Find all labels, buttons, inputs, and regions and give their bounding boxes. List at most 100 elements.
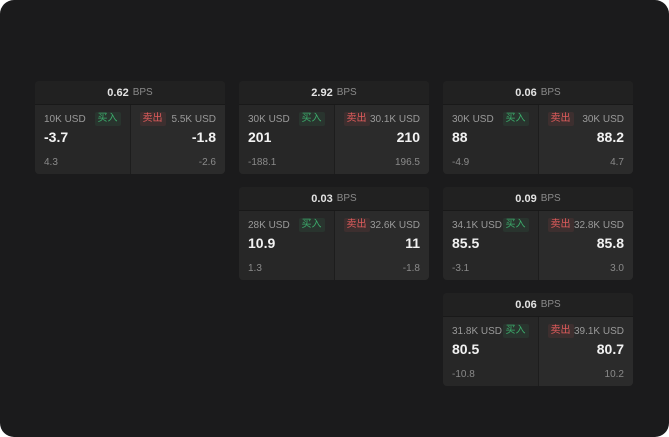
sell-delta: 10.2 <box>604 369 624 380</box>
buy-side[interactable]: 34.1K USD 买入 85.5 -3.1 <box>443 211 538 280</box>
buy-amount: 30K USD <box>248 113 290 125</box>
sell-amount: 32.6K USD <box>369 219 420 231</box>
card-body: 28K USD 买入 10.9 1.3 卖出 32.6K USD 11 -1.8 <box>239 211 429 280</box>
buy-side-top: 34.1K USD 买入 <box>452 218 529 232</box>
sell-tag[interactable]: 卖出 <box>547 112 574 126</box>
buy-side[interactable]: 30K USD 买入 88 -4.9 <box>443 105 538 174</box>
buy-side[interactable]: 30K USD 买入 201 -188.1 <box>239 105 334 174</box>
bps-value: 0.06 <box>515 86 537 99</box>
buy-delta: -188.1 <box>248 157 277 168</box>
card-header: 0.03 BPS <box>239 187 429 211</box>
sell-price: 210 <box>396 129 420 145</box>
buy-delta: 1.3 <box>248 263 262 274</box>
sell-tag[interactable]: 卖出 <box>343 112 370 126</box>
buy-tag[interactable]: 买入 <box>502 112 529 126</box>
sell-side-top: 卖出 5.5K USD <box>139 112 216 126</box>
bps-label: BPS <box>132 87 153 98</box>
buy-tag[interactable]: 买入 <box>502 218 529 232</box>
buy-tag[interactable]: 买入 <box>502 324 529 338</box>
buy-side-top: 30K USD 买入 <box>452 112 529 126</box>
sell-side[interactable]: 卖出 30.1K USD 210 196.5 <box>333 105 429 174</box>
bps-label: BPS <box>336 193 357 204</box>
buy-side-top: 10K USD 买入 <box>44 112 121 126</box>
sell-amount: 5.5K USD <box>171 113 216 125</box>
buy-price: 88 <box>452 129 468 145</box>
buy-tag[interactable]: 买入 <box>94 112 121 126</box>
bps-value: 0.03 <box>311 192 333 205</box>
quote-card: 0.06 BPS 31.8K USD 买入 80.5 -10.8 卖出 39.1… <box>443 293 633 386</box>
sell-side-top: 卖出 32.8K USD <box>547 218 624 232</box>
buy-tag[interactable]: 买入 <box>298 112 325 126</box>
buy-price: 80.5 <box>452 341 480 357</box>
buy-amount: 10K USD <box>44 113 86 125</box>
buy-amount: 31.8K USD <box>452 325 503 337</box>
sell-side[interactable]: 卖出 30K USD 88.2 4.7 <box>537 105 633 174</box>
quote-card: 0.09 BPS 34.1K USD 买入 85.5 -3.1 卖出 32.8K… <box>443 187 633 280</box>
sell-amount: 32.8K USD <box>573 219 624 231</box>
sell-price: 85.8 <box>596 235 624 251</box>
quote-card: 2.92 BPS 30K USD 买入 201 -188.1 卖出 30.1K … <box>239 81 429 174</box>
buy-side-top: 31.8K USD 买入 <box>452 324 529 338</box>
card-header: 0.06 BPS <box>443 293 633 317</box>
bps-value: 0.06 <box>515 298 537 311</box>
sell-price: 11 <box>405 235 420 251</box>
buy-price: 85.5 <box>452 235 480 251</box>
sell-delta: 196.5 <box>394 157 420 168</box>
card-header: 0.06 BPS <box>443 81 633 105</box>
sell-side-top: 卖出 32.6K USD <box>343 218 420 232</box>
buy-side[interactable]: 28K USD 买入 10.9 1.3 <box>239 211 334 280</box>
sell-side[interactable]: 卖出 32.8K USD 85.8 3.0 <box>537 211 633 280</box>
buy-amount: 30K USD <box>452 113 494 125</box>
sell-amount: 39.1K USD <box>573 325 624 337</box>
card-body: 34.1K USD 买入 85.5 -3.1 卖出 32.8K USD 85.8… <box>443 211 633 280</box>
buy-delta: 4.3 <box>44 157 58 168</box>
sell-price: 88.2 <box>596 129 624 145</box>
buy-delta: -3.1 <box>452 263 470 274</box>
buy-price: -3.7 <box>44 129 69 145</box>
buy-price: 201 <box>248 129 272 145</box>
sell-price: -1.8 <box>191 129 216 145</box>
bps-label: BPS <box>540 299 561 310</box>
sell-tag[interactable]: 卖出 <box>547 324 574 338</box>
sell-amount: 30.1K USD <box>369 113 420 125</box>
sell-tag[interactable]: 卖出 <box>547 218 574 232</box>
buy-side-top: 30K USD 买入 <box>248 112 325 126</box>
buy-side-top: 28K USD 买入 <box>248 218 325 232</box>
card-body: 30K USD 买入 88 -4.9 卖出 30K USD 88.2 4.7 <box>443 105 633 174</box>
bps-label: BPS <box>540 87 561 98</box>
bps-value: 2.92 <box>311 86 333 99</box>
sell-delta: 3.0 <box>610 263 624 274</box>
buy-side[interactable]: 31.8K USD 买入 80.5 -10.8 <box>443 317 538 386</box>
quote-card: 0.62 BPS 10K USD 买入 -3.7 4.3 卖出 5.5K USD <box>35 81 225 174</box>
buy-price: 10.9 <box>248 235 276 251</box>
sell-side[interactable]: 卖出 5.5K USD -1.8 -2.6 <box>129 105 225 174</box>
sell-delta: -1.8 <box>402 263 420 274</box>
bps-label: BPS <box>540 193 561 204</box>
sell-side-top: 卖出 39.1K USD <box>547 324 624 338</box>
quote-card: 0.06 BPS 30K USD 买入 88 -4.9 卖出 30K USD <box>443 81 633 174</box>
bps-value: 0.09 <box>515 192 537 205</box>
card-body: 30K USD 买入 201 -188.1 卖出 30.1K USD 210 1… <box>239 105 429 174</box>
buy-amount: 28K USD <box>248 219 290 231</box>
card-body: 31.8K USD 买入 80.5 -10.8 卖出 39.1K USD 80.… <box>443 317 633 386</box>
bps-label: BPS <box>336 87 357 98</box>
buy-amount: 34.1K USD <box>452 219 503 231</box>
card-header: 0.09 BPS <box>443 187 633 211</box>
sell-tag[interactable]: 卖出 <box>139 112 166 126</box>
buy-tag[interactable]: 买入 <box>298 218 325 232</box>
sell-amount: 30K USD <box>582 113 624 125</box>
quote-card-grid: 0.62 BPS 10K USD 买入 -3.7 4.3 卖出 5.5K USD <box>35 81 633 386</box>
sell-tag[interactable]: 卖出 <box>343 218 370 232</box>
card-header: 2.92 BPS <box>239 81 429 105</box>
sell-side[interactable]: 卖出 39.1K USD 80.7 10.2 <box>537 317 633 386</box>
sell-side-top: 卖出 30K USD <box>547 112 624 126</box>
sell-delta: 4.7 <box>610 157 624 168</box>
bps-value: 0.62 <box>107 86 129 99</box>
card-header: 0.62 BPS <box>35 81 225 105</box>
quote-card: 0.03 BPS 28K USD 买入 10.9 1.3 卖出 32.6K US… <box>239 187 429 280</box>
sell-side[interactable]: 卖出 32.6K USD 11 -1.8 <box>333 211 429 280</box>
sell-delta: -2.6 <box>198 157 216 168</box>
sell-price: 80.7 <box>596 341 624 357</box>
buy-side[interactable]: 10K USD 买入 -3.7 4.3 <box>35 105 130 174</box>
